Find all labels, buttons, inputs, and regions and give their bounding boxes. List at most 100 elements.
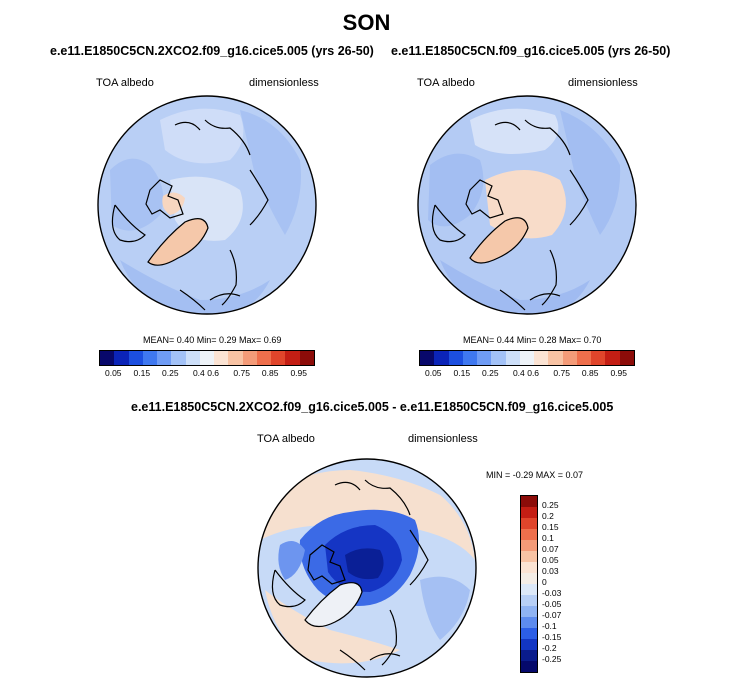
- panel2-field-label: TOA albedo: [417, 77, 475, 89]
- figure-title: SON: [342, 10, 391, 35]
- panel1-field-patch: [162, 192, 185, 215]
- panel2-colorbar-swatch: [591, 351, 606, 365]
- diff-negative-patch: [420, 576, 470, 640]
- panel2-colorbar-swatch: [491, 351, 506, 365]
- panel2-colorbar-swatch: [576, 351, 592, 365]
- panel2-field-patch: [470, 108, 559, 154]
- panel1-colorbar-swatch: [100, 351, 115, 365]
- panel1-colorbar-tick-label: 0.85: [261, 368, 279, 378]
- panel2-colorbar-swatch: [519, 351, 535, 365]
- diff-colorbar-tick-label: -0.1: [542, 621, 557, 631]
- diff-colorbar-tick-label: -0.2: [542, 643, 557, 653]
- panel1-colorbar-swatch: [228, 351, 243, 365]
- panel2-colorbar-tick-label: 0.15: [453, 368, 471, 378]
- diff-colorbar-tick-label: -0.25: [542, 654, 562, 664]
- diff-stats: MIN = -0.29 MAX = 0.07: [486, 470, 584, 480]
- panel2-colorbar-swatch: [462, 351, 478, 365]
- diff-colorbar-tick-label: 0: [542, 577, 547, 587]
- panel2-colorbar-tick-label: 0.75: [553, 368, 570, 378]
- panel1-coastlines: [111, 119, 269, 311]
- panel2-stats: MEAN= 0.44 Min= 0.28 Max= 0.70: [463, 335, 602, 345]
- panel1-map-border: [97, 95, 317, 315]
- panel1-colorbar-swatch: [285, 351, 300, 365]
- panel1-colorbar-swatch: [185, 351, 200, 365]
- panel2-colorbar-tick-label: 0.85: [581, 368, 599, 378]
- panel1-colorbar: [99, 350, 315, 366]
- diff-colorbar-swatch: [521, 628, 537, 639]
- diff-colorbar: [520, 495, 538, 673]
- panel2-colorbar-swatch: [605, 351, 620, 365]
- panel1-colorbar-swatch: [199, 351, 215, 365]
- panel1-colorbar-swatch: [128, 351, 143, 365]
- diff-colorbar-swatch: [521, 518, 537, 529]
- panel1-units-label: dimensionless: [249, 77, 319, 89]
- diff-negative-patch: [278, 541, 305, 580]
- panel1-field-patch: [110, 158, 164, 231]
- diff-positive-patch: [265, 590, 400, 664]
- diff-colorbar-swatch: [521, 584, 537, 595]
- panel1-colorbar-tick-label: 0.6: [207, 368, 220, 378]
- panel2-greenland-high-albedo: [470, 217, 528, 263]
- panel1-colorbar-tick-label: 0.4: [192, 368, 205, 378]
- diff-colorbar-tick-label: 0.03: [542, 566, 559, 576]
- panel2-colorbar-tick-label: 0.6: [527, 368, 540, 378]
- diff-colorbar-tick-label: -0.15: [542, 632, 562, 642]
- panel2-colorbar-swatch: [505, 351, 520, 365]
- panel1-field-patch: [160, 108, 244, 164]
- diff-field-label: TOA albedo: [257, 433, 315, 445]
- panel2-colorbar-swatch: [434, 351, 449, 365]
- diff-units-label: dimensionless: [408, 433, 478, 445]
- panel2-colorbar-tick-label: 0.05: [424, 368, 442, 378]
- panel1-colorbar-swatch: [114, 351, 129, 365]
- diff-colorbar-tick-label: -0.07: [542, 610, 562, 620]
- panel1-colorbar-tick-label: 0.15: [133, 368, 151, 378]
- diff-colorbar-tick-label: 0.1: [542, 533, 554, 543]
- panel2-colorbar-tick-label: 0.95: [610, 368, 627, 378]
- diff-colorbar-swatch: [521, 529, 537, 540]
- panel2-colorbar-tick-label: 0.25: [482, 368, 499, 378]
- panel2-case-title: e.e11.E1850C5CN.f09_g16.cice5.005 (yrs 2…: [391, 44, 671, 58]
- panel1-case-title: e.e11.E1850C5CN.2XCO2.f09_g16.cice5.005 …: [50, 44, 374, 58]
- diff-colorbar-swatch: [521, 562, 537, 573]
- panel2-colorbar-swatch: [477, 351, 492, 365]
- panel1-colorbar-swatch: [171, 351, 186, 365]
- diff-colorbar-tick-label: 0.15: [542, 522, 559, 532]
- panel1-colorbar-swatch: [142, 351, 158, 365]
- diff-colorbar-tick-label: -0.05: [542, 599, 562, 609]
- diff-coastlines: [271, 479, 429, 671]
- diff-colorbar-swatch: [521, 551, 537, 562]
- panel1-colorbar-tick-label: 0.05: [104, 368, 122, 378]
- diff-colorbar-swatch: [521, 639, 537, 650]
- diff-colorbar-tick-label: 0.2: [542, 511, 554, 521]
- panel2-coastlines: [431, 119, 589, 311]
- panel1-colorbar-tick-label: 0.75: [233, 368, 250, 378]
- panel1-colorbar-swatch: [256, 351, 272, 365]
- diff-colorbar-swatch: [521, 617, 537, 628]
- panel2-colorbar-swatch: [534, 351, 549, 365]
- panel2-colorbar-swatch: [420, 351, 435, 365]
- panel1-colorbar-swatch: [242, 351, 257, 365]
- diff-colorbar-tick-label: 0.07: [542, 544, 559, 554]
- panel1-colorbar-swatch: [214, 351, 229, 365]
- diff-colorbar-tick-label: 0.05: [542, 555, 559, 565]
- diff-map-border: [257, 458, 477, 678]
- panel2-colorbar-swatch: [548, 351, 563, 365]
- panel1-stats: MEAN= 0.40 Min= 0.29 Max= 0.69: [143, 335, 282, 345]
- panel2-map-border: [417, 95, 637, 315]
- panel2-colorbar: [419, 350, 635, 366]
- panel1-colorbar-swatch: [299, 351, 314, 365]
- panel1-field-label: TOA albedo: [96, 77, 154, 89]
- diff-colorbar-swatch: [521, 661, 537, 672]
- panel2-colorbar-swatch: [448, 351, 463, 365]
- panel2-field-patch: [560, 110, 621, 235]
- diff-colorbar-tick-label: 0.25: [542, 500, 559, 510]
- panel2-colorbar-swatch: [562, 351, 577, 365]
- diff-greenland-patch: [305, 582, 362, 627]
- panel2-field-patch: [428, 153, 484, 227]
- diff-colorbar-swatch: [521, 595, 537, 606]
- panel2-colorbar-swatch: [619, 351, 634, 365]
- diff-colorbar-swatch: [521, 496, 537, 507]
- panel2-colorbar-tick-label: 0.4: [512, 368, 525, 378]
- diff-colorbar-swatch: [521, 573, 537, 584]
